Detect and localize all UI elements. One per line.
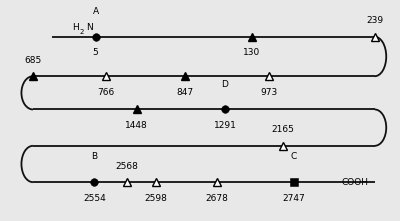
Text: 1448: 1448 xyxy=(125,121,148,130)
Text: A: A xyxy=(92,7,99,16)
Text: 973: 973 xyxy=(260,88,278,97)
Text: 766: 766 xyxy=(97,88,114,97)
Text: 239: 239 xyxy=(366,16,383,25)
Text: 1291: 1291 xyxy=(214,121,236,130)
Text: 2598: 2598 xyxy=(144,194,167,203)
Text: 685: 685 xyxy=(24,56,42,65)
Text: N: N xyxy=(86,23,93,32)
Text: 2: 2 xyxy=(79,29,84,35)
Text: 847: 847 xyxy=(176,88,193,97)
Text: H: H xyxy=(72,23,79,32)
Text: 2165: 2165 xyxy=(271,125,294,134)
Text: 2747: 2747 xyxy=(283,194,306,203)
Text: 2568: 2568 xyxy=(116,162,138,171)
Text: 5: 5 xyxy=(93,48,98,57)
Text: COOH: COOH xyxy=(341,178,368,187)
Text: C: C xyxy=(291,152,297,161)
Text: D: D xyxy=(222,80,228,89)
Text: 2554: 2554 xyxy=(83,194,106,203)
Text: 130: 130 xyxy=(243,48,260,57)
Text: B: B xyxy=(91,152,98,161)
Text: 2678: 2678 xyxy=(206,194,229,203)
